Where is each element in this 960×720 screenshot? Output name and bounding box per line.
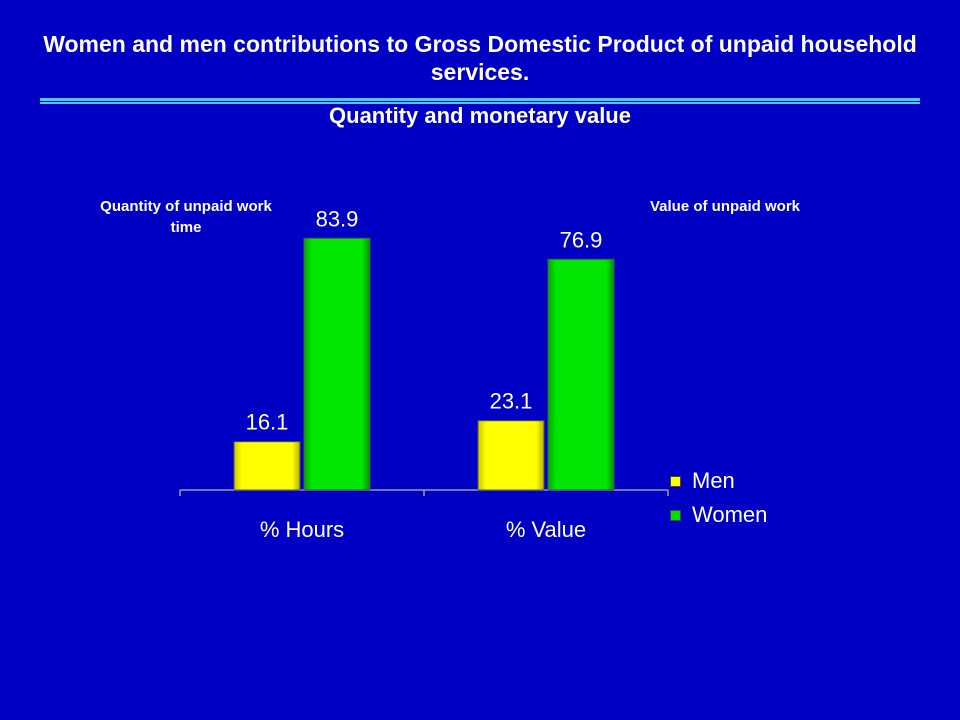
- x-tick-label: % Value: [506, 517, 586, 542]
- bar-men-1: [233, 441, 301, 491]
- annotation-quantity: Quantity of unpaid work time: [100, 198, 272, 236]
- bar-women-2: [547, 258, 615, 491]
- bar-women-1: [303, 237, 371, 491]
- data-label-men-2: 23.1: [490, 389, 533, 414]
- chart-title: Women and men contributions to Gross Dom…: [43, 31, 917, 85]
- legend-swatch: [670, 509, 681, 521]
- legend-item-men: Men: [670, 468, 735, 494]
- title-divider-bottom: [40, 102, 920, 104]
- legend-item-women: Women: [670, 502, 767, 528]
- data-label-men-1: 16.1: [246, 410, 289, 435]
- annotation-value: Value of unpaid work: [649, 198, 801, 215]
- legend-swatch: [670, 475, 681, 487]
- data-label-women-1: 83.9: [316, 206, 359, 231]
- data-label-women-2: 76.9: [560, 227, 603, 252]
- bar-men-2: [477, 420, 545, 491]
- legend-label: Women: [692, 502, 768, 527]
- chart-subtitle: Quantity and monetary value: [329, 103, 631, 128]
- title-divider-top: [40, 98, 920, 101]
- x-tick-label: % Hours: [260, 517, 344, 542]
- legend-label: Men: [692, 468, 735, 493]
